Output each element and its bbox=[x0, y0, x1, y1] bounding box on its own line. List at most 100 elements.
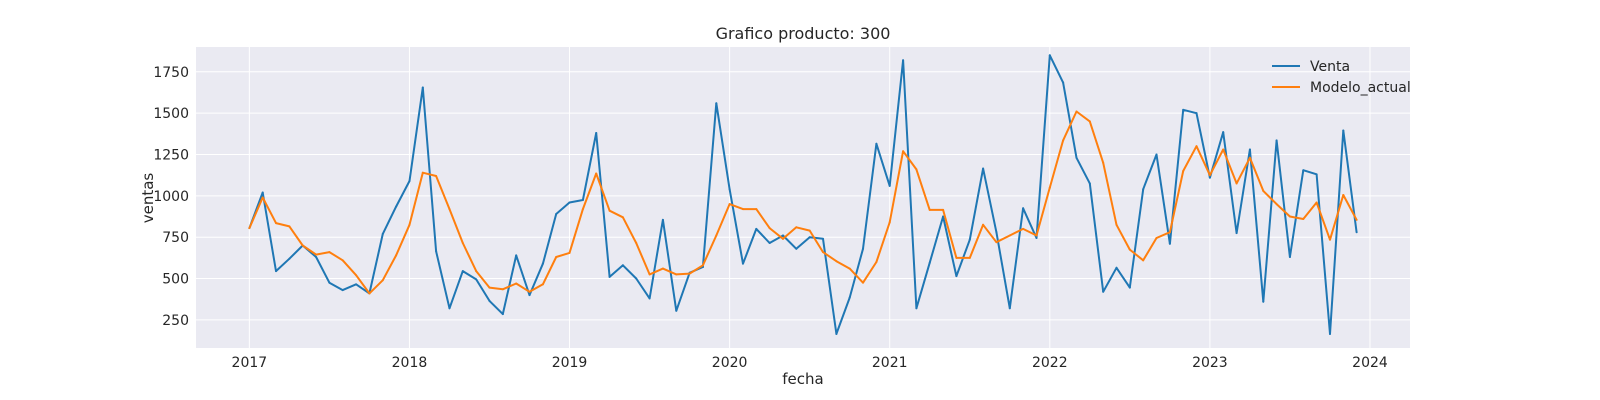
data-point bbox=[928, 208, 931, 211]
data-point bbox=[1208, 174, 1211, 177]
data-point bbox=[1035, 237, 1038, 240]
y-tick-label: 250 bbox=[162, 313, 189, 329]
data-point bbox=[1248, 148, 1251, 151]
data-point bbox=[395, 254, 398, 257]
data-point bbox=[1128, 286, 1131, 289]
plot-area bbox=[196, 47, 1410, 348]
x-tick-label: 2024 bbox=[1352, 355, 1388, 371]
data-point bbox=[688, 272, 691, 275]
data-point bbox=[541, 262, 544, 265]
data-point bbox=[781, 237, 784, 240]
data-point bbox=[1275, 139, 1278, 142]
data-point bbox=[595, 132, 598, 134]
data-point bbox=[995, 241, 998, 244]
data-point bbox=[581, 208, 584, 211]
data-point bbox=[955, 275, 958, 278]
y-tick-label: 1500 bbox=[153, 106, 189, 122]
data-point bbox=[648, 297, 651, 300]
data-point bbox=[515, 254, 518, 257]
data-point bbox=[595, 172, 598, 175]
data-point bbox=[1062, 139, 1065, 142]
data-point bbox=[355, 283, 358, 286]
data-point bbox=[461, 270, 464, 273]
data-point bbox=[715, 102, 718, 105]
data-point bbox=[928, 261, 931, 264]
grid bbox=[196, 47, 1410, 348]
data-point bbox=[621, 264, 624, 267]
x-tick-label: 2017 bbox=[232, 355, 268, 371]
data-point bbox=[515, 282, 518, 285]
x-tick-label: 2021 bbox=[872, 355, 908, 371]
data-point bbox=[1155, 153, 1158, 156]
data-point bbox=[848, 296, 851, 299]
data-point bbox=[1088, 120, 1091, 123]
data-point bbox=[1222, 131, 1225, 134]
data-point bbox=[902, 59, 905, 62]
data-point bbox=[248, 227, 251, 230]
data-point bbox=[528, 290, 531, 293]
data-point bbox=[1168, 231, 1171, 234]
data-point bbox=[315, 256, 318, 259]
data-point bbox=[1115, 266, 1118, 269]
data-point bbox=[715, 234, 718, 237]
data-point bbox=[1048, 54, 1051, 57]
data-point bbox=[461, 241, 464, 244]
data-point bbox=[1022, 207, 1025, 210]
data-point bbox=[1342, 194, 1345, 197]
data-point bbox=[581, 198, 584, 201]
data-point bbox=[648, 273, 651, 276]
data-point bbox=[661, 218, 664, 221]
data-point bbox=[1022, 227, 1025, 230]
data-point bbox=[1302, 218, 1305, 220]
data-point bbox=[1075, 156, 1078, 159]
chart-title: Grafico producto: 300 bbox=[716, 24, 891, 43]
data-point bbox=[608, 275, 611, 278]
data-point bbox=[381, 232, 384, 235]
data-point bbox=[341, 259, 344, 262]
data-point bbox=[568, 201, 571, 204]
data-point bbox=[968, 238, 971, 241]
legend-label: Venta bbox=[1310, 59, 1350, 75]
y-tick-label: 750 bbox=[162, 230, 189, 246]
data-point bbox=[608, 209, 611, 212]
data-point bbox=[1035, 234, 1038, 237]
data-point bbox=[1102, 161, 1105, 164]
data-point bbox=[915, 307, 918, 310]
data-point bbox=[822, 237, 825, 240]
data-point bbox=[288, 225, 291, 228]
data-point bbox=[435, 175, 438, 177]
data-point bbox=[488, 299, 491, 302]
y-tick-label: 1000 bbox=[153, 189, 189, 205]
series-line-modelo_actual bbox=[248, 110, 1358, 295]
data-point bbox=[275, 270, 278, 273]
series-layer bbox=[248, 54, 1358, 335]
data-point bbox=[728, 188, 731, 191]
y-tick-label: 1250 bbox=[153, 148, 189, 164]
x-axis-label: fecha bbox=[782, 370, 823, 388]
data-point bbox=[1328, 238, 1331, 241]
data-point bbox=[701, 264, 704, 267]
data-point bbox=[835, 260, 838, 263]
data-point bbox=[848, 267, 851, 270]
data-point bbox=[328, 281, 331, 284]
data-point bbox=[1155, 237, 1158, 240]
data-point bbox=[1262, 189, 1265, 192]
y-axis-label: ventas bbox=[139, 173, 157, 224]
data-point bbox=[501, 288, 504, 291]
data-point bbox=[982, 223, 985, 226]
data-point bbox=[301, 244, 304, 247]
data-point bbox=[368, 292, 371, 295]
data-point bbox=[875, 142, 878, 145]
data-point bbox=[488, 286, 491, 289]
data-point bbox=[741, 208, 744, 211]
data-point bbox=[1275, 203, 1278, 206]
data-point bbox=[942, 208, 945, 211]
data-point bbox=[421, 171, 424, 174]
data-point bbox=[261, 191, 264, 194]
data-point bbox=[568, 251, 571, 254]
data-point bbox=[1075, 110, 1078, 113]
data-point bbox=[875, 261, 878, 263]
y-tick-label: 1750 bbox=[153, 65, 189, 81]
data-point bbox=[1262, 300, 1265, 303]
data-point bbox=[995, 231, 998, 234]
